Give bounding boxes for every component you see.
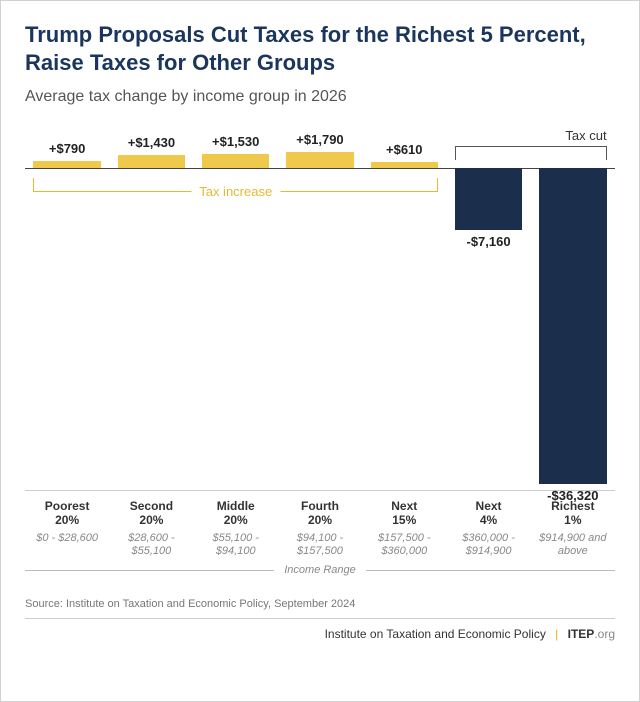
- bar-value-label: -$7,160: [446, 234, 530, 249]
- category-range: $914,900 and above: [533, 532, 613, 558]
- category-group-line1: Poorest: [27, 499, 107, 513]
- x-axis: Poorest20%$0 - $28,600Second20%$28,600 -…: [25, 490, 615, 558]
- category-group-line1: Fourth: [280, 499, 360, 513]
- bar-chart: +$790+$1,430+$1,530+$1,790+$610 -$7,160-$…: [25, 124, 615, 484]
- chart-title: Trump Proposals Cut Taxes for the Riches…: [25, 21, 615, 76]
- bar-value-label: -$36,320: [531, 488, 615, 503]
- bar: [539, 168, 606, 484]
- category-group-line2: 4%: [448, 513, 528, 527]
- category-group-line2: 15%: [364, 513, 444, 527]
- category-group-line2: 20%: [280, 513, 360, 527]
- footer: Institute on Taxation and Economic Polic…: [25, 619, 615, 641]
- chart-subtitle: Average tax change by income group in 20…: [25, 88, 615, 106]
- bar-value-label: +$1,430: [109, 135, 193, 150]
- bar-value-label: +$1,790: [278, 132, 362, 147]
- bar: [286, 152, 353, 168]
- bar: [455, 168, 522, 230]
- x-axis-label-row: Income Range: [25, 564, 615, 576]
- bar-value-label: +$1,530: [194, 134, 278, 149]
- x-axis-category: Second20% $28,600 - $55,100: [109, 499, 193, 558]
- category-group-line2: 20%: [111, 513, 191, 527]
- bracket-tax-cut-label: Tax cut: [565, 128, 606, 143]
- category-group-line2: 20%: [27, 513, 107, 527]
- x-axis-category: Poorest20% $0 - $28,600: [25, 499, 109, 558]
- divider: [25, 570, 274, 571]
- source-line: Source: Institute on Taxation and Econom…: [25, 588, 615, 619]
- footer-brand-suffix: .org: [594, 627, 615, 641]
- bar: [371, 162, 438, 167]
- category-group-line1: Middle: [196, 499, 276, 513]
- x-axis-category: Middle20% $55,100 - $94,100: [194, 499, 278, 558]
- category-group-line1: Next: [448, 499, 528, 513]
- x-axis-category: Next15% $157,500 - $360,000: [362, 499, 446, 558]
- bar-value-label: +$610: [362, 142, 446, 157]
- category-range: $157,500 - $360,000: [364, 532, 444, 558]
- bar: [202, 154, 269, 167]
- x-axis-category: Fourth20% $94,100 - $157,500: [278, 499, 362, 558]
- divider: [366, 570, 615, 571]
- category-range: $94,100 - $157,500: [280, 532, 360, 558]
- category-group-line1: Next: [364, 499, 444, 513]
- category-range: $55,100 - $94,100: [196, 532, 276, 558]
- bar: [118, 155, 185, 167]
- bracket-tax-increase-label: Tax increase: [191, 184, 280, 199]
- x-axis-category: Next4% $360,000 - $914,900: [446, 499, 530, 558]
- chart-container: +$790+$1,430+$1,530+$1,790+$610-$7,160-$…: [25, 124, 615, 576]
- bar: [33, 161, 100, 168]
- bracket-tax-cut: [455, 146, 607, 160]
- bar-column: -$36,320: [531, 124, 615, 484]
- x-axis-label: Income Range: [274, 564, 366, 576]
- footer-brand: ITEP: [568, 627, 595, 641]
- category-group-line2: 20%: [196, 513, 276, 527]
- footer-org: Institute on Taxation and Economic Polic…: [325, 627, 546, 641]
- category-group-line1: Second: [111, 499, 191, 513]
- x-axis-category: Richest1%$914,900 and above: [531, 499, 615, 558]
- category-range: $0 - $28,600: [27, 532, 107, 545]
- category-range: $360,000 - $914,900: [448, 532, 528, 558]
- category-range: $28,600 - $55,100: [111, 532, 191, 558]
- bar-column: -$7,160: [446, 124, 530, 484]
- category-group-line2: 1%: [533, 513, 613, 527]
- footer-separator: |: [549, 627, 564, 641]
- bar-value-label: +$790: [25, 141, 109, 156]
